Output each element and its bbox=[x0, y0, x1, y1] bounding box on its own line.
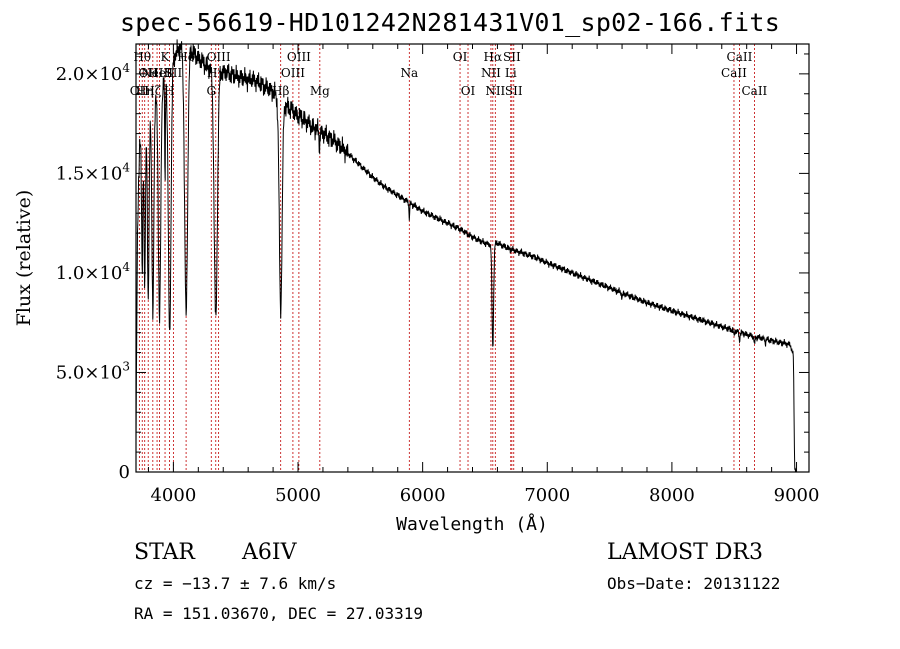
y-axis-label: Flux (relative) bbox=[13, 190, 35, 327]
x-tick-label-7000: 7000 bbox=[524, 485, 570, 506]
line-label-5175: Mg bbox=[310, 84, 330, 98]
line-label-4304: G bbox=[206, 84, 216, 98]
line-label-5893: Na bbox=[400, 66, 418, 80]
line-label-3770: Hη bbox=[136, 84, 154, 98]
line-label-4102: Hδ bbox=[177, 50, 195, 64]
y-tick-label-15000: 1.5×104 bbox=[56, 160, 131, 184]
line-label-3889: HeI bbox=[148, 66, 171, 80]
line-label-4000: SII bbox=[165, 66, 183, 80]
ra-dec: RA = 151.03670, DEC = 27.03319 bbox=[134, 604, 423, 623]
line-label-8662: CaII bbox=[741, 84, 767, 98]
line-labels: OIIHθHηOIIHζNeIIIHeIKHSIIHδGHγOIIIHβOIII… bbox=[130, 50, 768, 98]
line-label-6300: OI bbox=[453, 50, 468, 64]
y-tick-label-20000: 2.0×104 bbox=[56, 61, 131, 85]
line-label-4363: OIII bbox=[207, 50, 231, 64]
line-label-3933: K bbox=[161, 50, 171, 64]
x-tick-label-9000: 9000 bbox=[774, 485, 820, 506]
line-label-6707: Li bbox=[505, 66, 517, 80]
line-label-3727: OII bbox=[130, 84, 150, 98]
line-label-8542: CaII bbox=[727, 50, 753, 64]
object-class: STAR bbox=[134, 540, 195, 565]
line-label-4861: Hβ bbox=[272, 84, 289, 98]
line-label-3968: H bbox=[164, 84, 174, 98]
redshift-cz: cz = −13.7 ± 7.6 km/s bbox=[134, 574, 337, 593]
line-label-6563: Hα bbox=[484, 50, 503, 64]
x-tick-label-4000: 4000 bbox=[150, 485, 196, 506]
x-axis: 4000 5000 6000 7000 8000 9000 bbox=[147, 44, 820, 506]
x-tick-label-5000: 5000 bbox=[275, 485, 321, 506]
survey-name: LAMOST DR3 bbox=[607, 540, 763, 565]
line-label-6364: OI bbox=[461, 84, 476, 98]
line-label-3869: NeIII bbox=[141, 66, 173, 80]
line-label-8498: CaII bbox=[721, 66, 747, 80]
line-label-4959: OIII bbox=[281, 66, 305, 80]
object-subclass: A6IV bbox=[242, 540, 297, 565]
line-label-6716: SII bbox=[503, 50, 521, 64]
x-tick-label-8000: 8000 bbox=[649, 485, 695, 506]
line-label-6548: NII bbox=[481, 66, 501, 80]
line-label-3798: OII bbox=[139, 66, 159, 80]
line-label-6731: SII bbox=[505, 84, 523, 98]
obs-date: Obs−Date: 20131122 bbox=[607, 574, 781, 593]
line-label-3835: Hζ bbox=[144, 84, 161, 98]
line-label-5007: OIII bbox=[287, 50, 311, 64]
plot-frame bbox=[135, 43, 810, 473]
line-markers bbox=[138, 44, 755, 472]
x-tick-label-6000: 6000 bbox=[400, 485, 446, 506]
y-axis: 0 5.0×103 1.0×104 1.5×104 2.0×104 bbox=[56, 53, 809, 483]
chart-title: spec-56619-HD101242N281431V01_sp02-166.f… bbox=[119, 8, 781, 37]
line-label-6583: NII bbox=[485, 84, 505, 98]
spectrum-line bbox=[135, 39, 797, 473]
line-label-4340: Hγ bbox=[207, 66, 225, 80]
y-tick-label-10000: 1.0×104 bbox=[56, 260, 131, 284]
line-label-3750: Hθ bbox=[133, 50, 151, 64]
y-tick-label-5000: 5.0×103 bbox=[56, 359, 130, 383]
y-tick-label-0: 0 bbox=[119, 462, 130, 483]
x-axis-label: Wavelength (Å) bbox=[396, 513, 548, 535]
